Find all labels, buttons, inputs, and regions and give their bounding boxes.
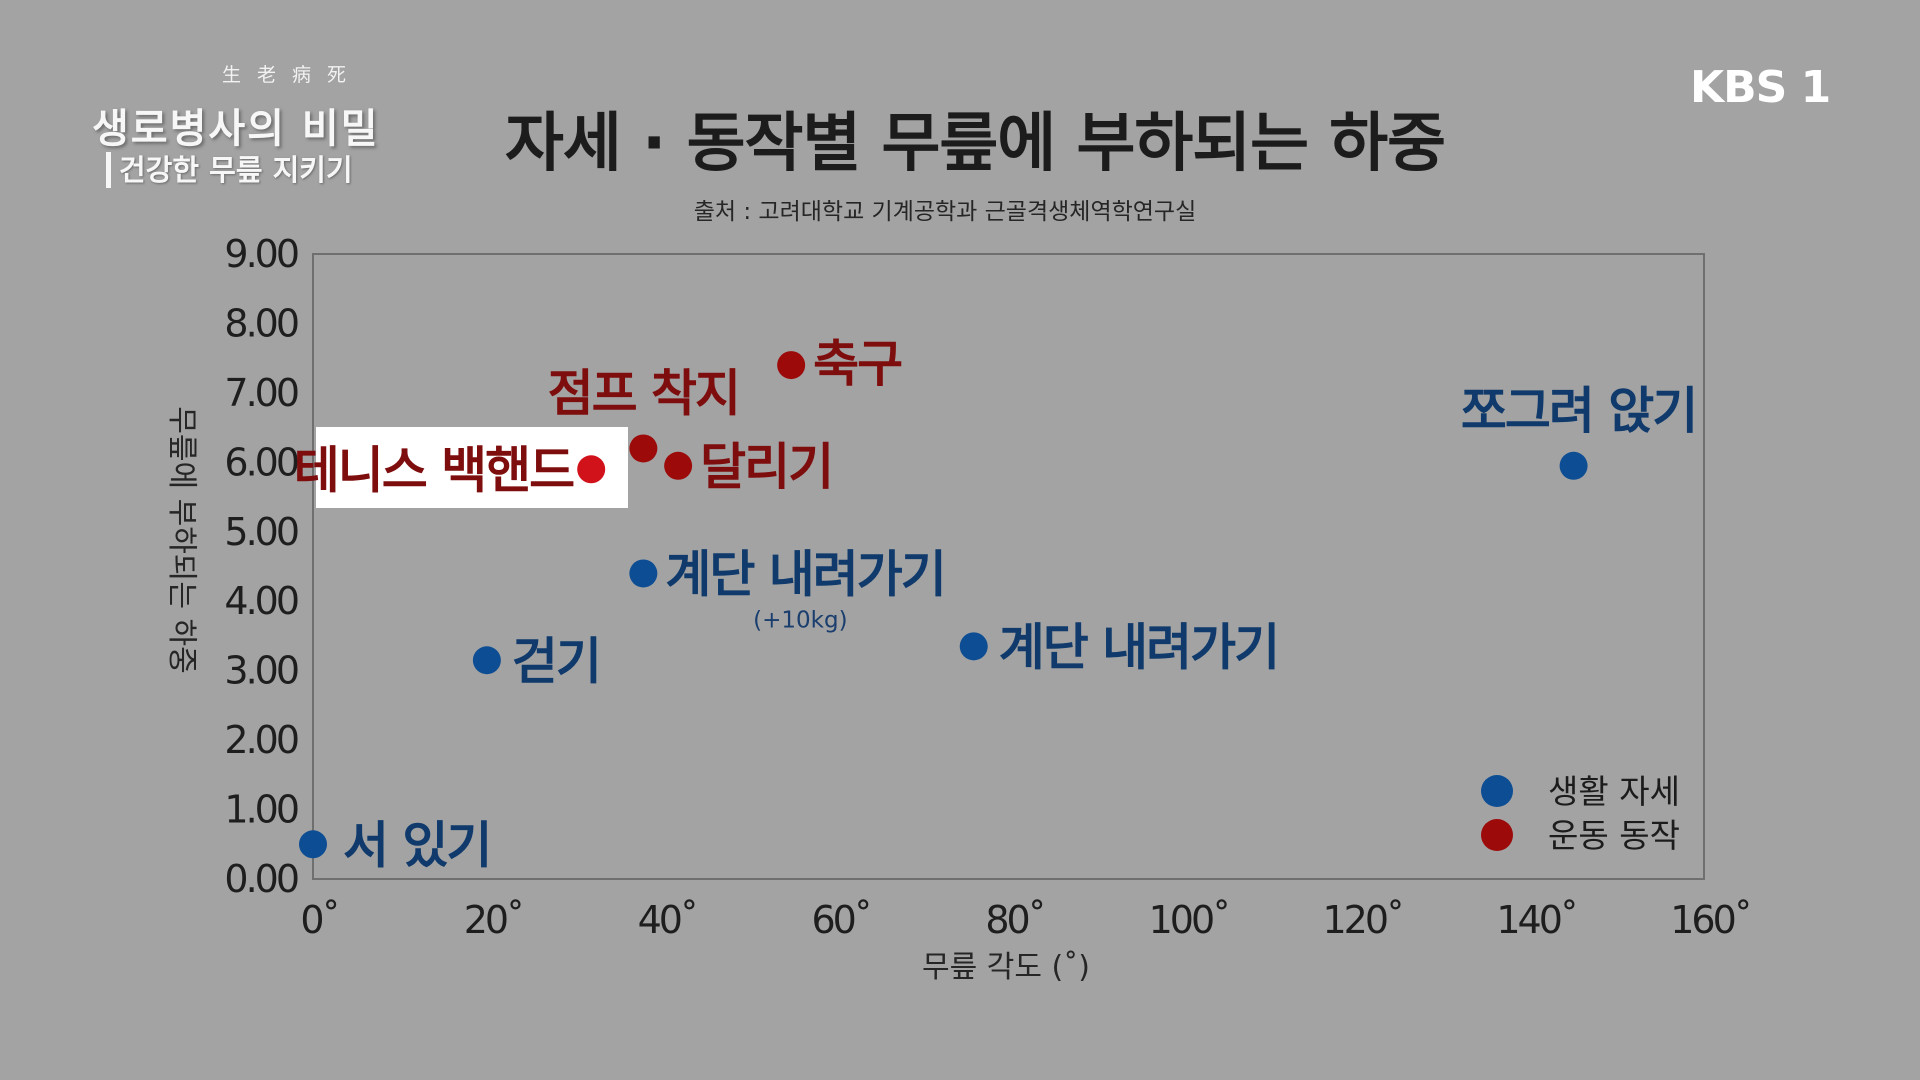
point-note: (+10kg) (753, 607, 847, 633)
y-tick-label: 7.00 (224, 371, 297, 415)
legend-label: 생활 자세 (1548, 772, 1680, 811)
y-tick-label: 1.00 (224, 788, 297, 832)
point-label: 달리기 (700, 438, 832, 496)
scatter-point (577, 455, 606, 484)
chart-title: 자세 · 동작별 무릎에 부하되는 하중 (504, 107, 1446, 181)
x-tick-label: 160˚ (1670, 898, 1750, 942)
scatter-point (664, 451, 693, 480)
point-label: 점프 착지 (548, 364, 739, 422)
y-tick-label: 5.00 (224, 510, 297, 554)
x-tick-label: 120˚ (1322, 898, 1402, 942)
scatter-point (629, 559, 658, 588)
y-tick-label: 0.00 (224, 857, 297, 901)
y-tick-label: 2.00 (224, 718, 297, 762)
legend-label: 운동 동작 (1548, 816, 1680, 855)
x-tick-label: 0˚ (300, 898, 337, 942)
scatter-point (777, 351, 806, 380)
chart-source: 출처 : 고려대학교 기계공학과 근골격생체역학연구실 (693, 199, 1197, 225)
point-label: 서 있기 (343, 816, 490, 874)
y-tick-label: 9.00 (224, 232, 297, 276)
point-label: 걷기 (512, 632, 600, 690)
show-title: 생로병사의 비밀 (92, 105, 380, 152)
broadcaster-logo: KBS 1 (1690, 62, 1831, 113)
scatter-point (629, 434, 658, 463)
y-tick-label: 3.00 (224, 649, 297, 693)
highlight-layer (316, 427, 628, 508)
scatter-point (1559, 451, 1588, 480)
legend-marker (1481, 775, 1513, 807)
y-tick-label: 8.00 (224, 301, 297, 345)
plot-area (312, 253, 1705, 880)
show-logo: 生老病死 생로병사의 비밀 건강한 무릎 지키기 (92, 60, 412, 200)
show-subtitle: 건강한 무릎 지키기 (106, 152, 353, 188)
legend-marker (1481, 819, 1513, 851)
point-label: 계단 내려가기 (999, 618, 1278, 676)
x-tick-label: 20˚ (464, 898, 522, 942)
scatter-point (959, 632, 988, 661)
x-tick-label: 140˚ (1496, 898, 1576, 942)
x-tick-label: 80˚ (985, 898, 1043, 942)
x-tick-label: 40˚ (638, 898, 696, 942)
point-label: 쪼그려 앉기 (1461, 382, 1696, 440)
y-axis-ticks: 0.00 1.00 2.00 3.00 4.00 5.00 6.00 7.00 8.00 9.00 (224, 232, 300, 901)
y-tick-label: 6.00 (224, 440, 297, 484)
y-axis-label: 무릎에 부하되는 하중 (164, 406, 199, 673)
x-axis-ticks: 0˚ 20˚ 40˚ 60˚ 80˚ 100˚ 120˚ 140˚ 160˚ (300, 898, 1752, 942)
point-label: 계단 내려가기 (665, 545, 944, 603)
y-tick-label: 4.00 (224, 579, 297, 623)
scatter-point (472, 646, 501, 675)
point-label: 테니스 백핸드 (294, 441, 574, 499)
show-hanja-text: 生老病死 (222, 64, 363, 86)
x-tick-label: 60˚ (811, 898, 869, 942)
scatter-point (299, 830, 327, 859)
point-label: 축구 (813, 335, 902, 393)
x-tick-label: 100˚ (1149, 898, 1229, 942)
x-axis-label: 무릎 각도 (˚) (922, 950, 1090, 985)
highlight-box (316, 427, 628, 508)
